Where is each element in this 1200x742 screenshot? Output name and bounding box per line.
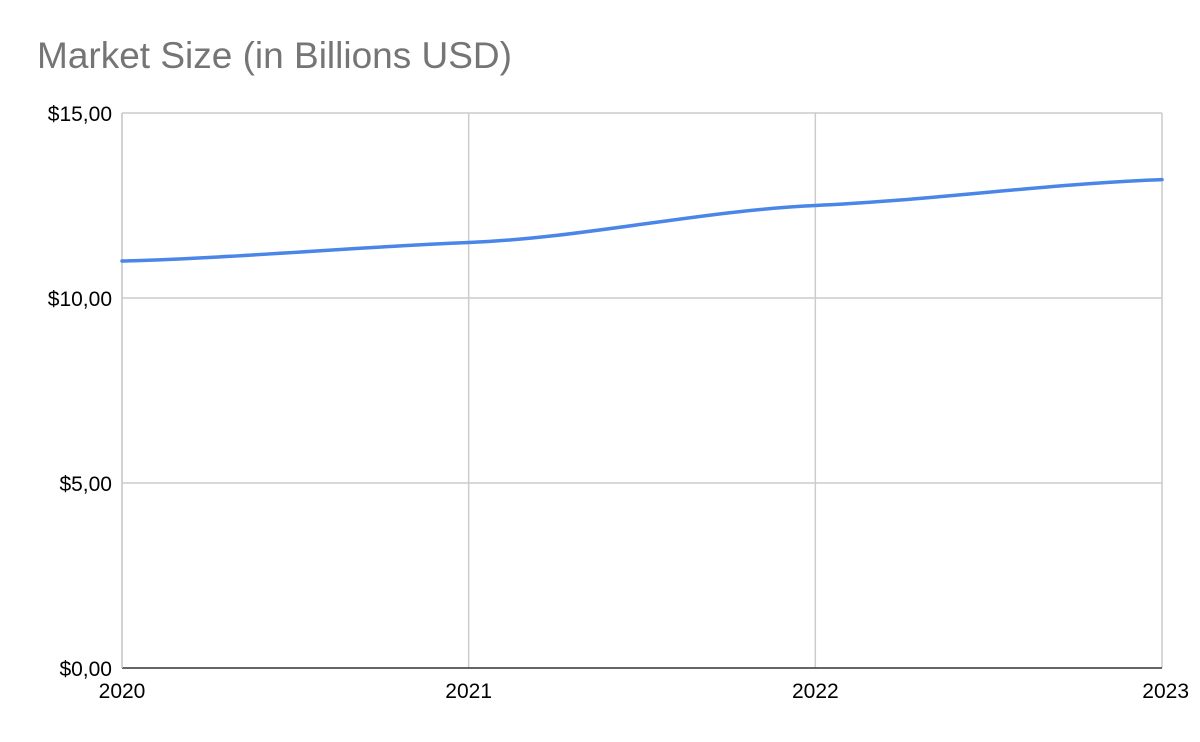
- y-tick-label: $15,00: [48, 103, 112, 126]
- axes: [121, 113, 1162, 669]
- gridlines: [121, 112, 1163, 668]
- y-tick-labels: $0,00 $5,00 $10,00 $15,00: [48, 103, 112, 681]
- x-tick-label: 2020: [99, 680, 146, 703]
- x-tick-label: 2023: [1142, 680, 1189, 703]
- chart-title: Market Size (in Billions USD): [37, 35, 512, 76]
- series-line: [120, 177, 1164, 263]
- y-tick-label: $5,00: [59, 473, 112, 496]
- x-tick-labels: 2020 2021 2022 2023: [99, 680, 1189, 703]
- y-tick-label: $10,00: [48, 288, 112, 311]
- y-tick-label: $0,00: [59, 658, 112, 681]
- series-layer: [120, 177, 1164, 263]
- x-tick-label: 2022: [792, 680, 839, 703]
- x-tick-label: 2021: [445, 680, 492, 703]
